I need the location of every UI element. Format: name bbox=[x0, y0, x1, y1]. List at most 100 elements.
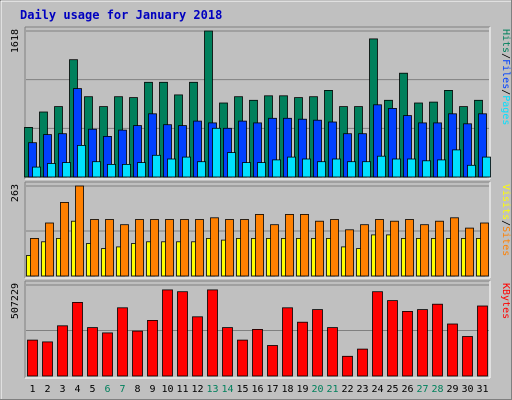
y-max-label: 263 bbox=[10, 184, 21, 202]
bar-kbytes-day-6 bbox=[102, 332, 113, 377]
bar-sites-day-26 bbox=[405, 219, 414, 277]
bar-kbytes-day-5 bbox=[87, 327, 98, 377]
day-label-12: 12 bbox=[191, 384, 203, 395]
bar-pages-day-31 bbox=[482, 156, 491, 178]
day-label-22: 22 bbox=[341, 384, 353, 395]
bar-pages-day-15 bbox=[242, 162, 251, 178]
bar-pages-day-26 bbox=[407, 158, 416, 178]
bar-sites-day-25 bbox=[390, 220, 399, 277]
bar-pages-day-17 bbox=[272, 159, 281, 178]
day-label-17: 17 bbox=[266, 384, 278, 395]
bar-kbytes-day-28 bbox=[432, 303, 443, 377]
bar-kbytes-day-3 bbox=[57, 325, 68, 377]
bar-kbytes-day-4 bbox=[72, 301, 83, 377]
bar-kbytes-day-18 bbox=[282, 307, 293, 377]
day-label-6: 6 bbox=[104, 384, 110, 395]
bar-kbytes-day-23 bbox=[357, 348, 368, 377]
series-legend: Visits/Sites bbox=[500, 184, 511, 256]
day-label-4: 4 bbox=[74, 384, 80, 395]
bar-sites-day-19 bbox=[300, 213, 309, 277]
bar-kbytes-day-9 bbox=[147, 319, 158, 377]
bar-sites-day-20 bbox=[315, 220, 324, 277]
day-label-23: 23 bbox=[356, 384, 368, 395]
day-label-13: 13 bbox=[206, 384, 218, 395]
bar-kbytes-day-26 bbox=[402, 310, 413, 377]
bar-sites-day-3 bbox=[60, 201, 69, 277]
bar-sites-day-7 bbox=[120, 224, 129, 277]
bar-kbytes-day-30 bbox=[462, 336, 473, 377]
day-label-30: 30 bbox=[461, 384, 473, 395]
bar-sites-day-28 bbox=[435, 220, 444, 277]
bar-kbytes-day-10 bbox=[162, 289, 173, 377]
day-labels: 1 2 3 4 5 6 7 8 9 10 11 12 13 14 15 16 17 18 19 20 21 22 23 24 2… bbox=[29, 384, 488, 395]
bar-pages-day-27 bbox=[422, 160, 431, 178]
bar-kbytes-day-24 bbox=[372, 291, 383, 377]
day-label-26: 26 bbox=[401, 384, 413, 395]
bar-kbytes-day-21 bbox=[327, 327, 338, 377]
legend-entry: / bbox=[500, 220, 511, 226]
bar-pages-day-30 bbox=[467, 164, 476, 178]
legend-entry: / bbox=[500, 53, 511, 59]
bar-kbytes-day-16 bbox=[252, 328, 263, 377]
bar-pages-day-19 bbox=[302, 158, 311, 178]
day-label-21: 21 bbox=[326, 384, 338, 395]
legend-entry: Visits bbox=[500, 184, 511, 220]
bar-kbytes-day-17 bbox=[267, 345, 278, 377]
day-label-7: 7 bbox=[119, 384, 125, 395]
bar-kbytes-day-11 bbox=[177, 291, 188, 377]
bar-sites-day-10 bbox=[165, 219, 174, 277]
bar-sites-day-14 bbox=[225, 219, 234, 277]
bar-sites-day-22 bbox=[345, 229, 354, 277]
bar-sites-day-23 bbox=[360, 224, 369, 277]
bar-pages-day-23 bbox=[362, 161, 371, 178]
bar-kbytes-day-15 bbox=[237, 339, 248, 377]
bar-sites-day-6 bbox=[105, 219, 114, 277]
bar-sites-day-29 bbox=[450, 217, 459, 277]
day-label-1: 1 bbox=[29, 384, 35, 395]
bar-pages-day-3 bbox=[62, 162, 71, 178]
legend-entry: Files bbox=[500, 59, 511, 89]
bar-kbytes-day-7 bbox=[117, 307, 128, 377]
bar-kbytes-day-19 bbox=[297, 321, 308, 377]
day-label-15: 15 bbox=[236, 384, 248, 395]
bar-pages-day-1 bbox=[32, 166, 41, 178]
panel-visits-sites: 263 Visits/Sites bbox=[10, 181, 511, 279]
day-label-25: 25 bbox=[386, 384, 398, 395]
bar-sites-day-16 bbox=[255, 213, 264, 277]
bar-sites-day-4 bbox=[75, 185, 84, 277]
bar-pages-day-12 bbox=[197, 161, 206, 178]
bar-sites-day-18 bbox=[285, 213, 294, 277]
bar-pages-day-10 bbox=[167, 158, 176, 178]
bar-kbytes-day-8 bbox=[132, 330, 143, 377]
bar-pages-day-8 bbox=[137, 162, 146, 178]
day-label-14: 14 bbox=[221, 384, 233, 395]
day-label-19: 19 bbox=[296, 384, 308, 395]
bar-kbytes-day-12 bbox=[192, 316, 203, 377]
legend-entry: Hits bbox=[500, 29, 511, 53]
bar-pages-day-4 bbox=[77, 144, 86, 178]
day-label-16: 16 bbox=[251, 384, 263, 395]
bar-pages-day-14 bbox=[227, 152, 236, 178]
bar-kbytes-day-13 bbox=[207, 289, 218, 377]
bar-sites-day-31 bbox=[480, 222, 489, 277]
bar-sites-day-11 bbox=[180, 219, 189, 277]
legend-entry: Pages bbox=[500, 95, 511, 125]
day-label-31: 31 bbox=[476, 384, 488, 395]
bar-sites-day-12 bbox=[195, 219, 204, 277]
series-sites bbox=[30, 185, 489, 277]
y-max-label: 507229 bbox=[10, 283, 21, 319]
day-label-5: 5 bbox=[89, 384, 95, 395]
day-label-11: 11 bbox=[176, 384, 188, 395]
bar-pages-day-6 bbox=[107, 163, 116, 178]
series-legend: Hits/Files/Pages bbox=[500, 29, 511, 125]
bar-kbytes-day-2 bbox=[42, 341, 53, 377]
bar-pages-day-20 bbox=[317, 161, 326, 178]
day-label-9: 9 bbox=[149, 384, 155, 395]
bar-kbytes-day-25 bbox=[387, 300, 398, 377]
bar-sites-day-24 bbox=[375, 219, 384, 277]
bar-sites-day-17 bbox=[270, 224, 279, 277]
bar-kbytes-day-29 bbox=[447, 323, 458, 377]
bar-sites-day-27 bbox=[420, 224, 429, 277]
panel-hits-files-pages: 1618 Hits/Files/Pages bbox=[10, 26, 511, 180]
